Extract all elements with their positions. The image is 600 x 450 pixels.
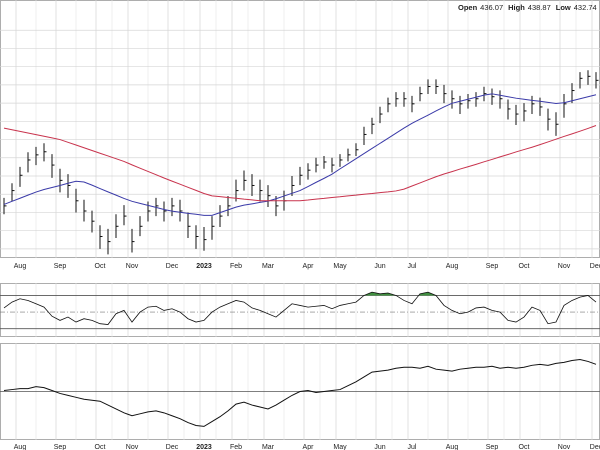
header-value: 438.87 (528, 3, 551, 12)
marks (3, 70, 599, 427)
labels: Aug Sep Oct Nov Dec 2023 Feb Mar Apr May Jun Jul Aug… (14, 263, 600, 450)
header-label: High (508, 3, 525, 12)
x-tick-label: Sep (54, 444, 67, 450)
x-tick-label: Dec (590, 263, 600, 270)
x-tick-label: May (333, 444, 347, 450)
x-tick-label: Feb (230, 263, 242, 270)
x-tick-label: May (333, 263, 347, 270)
x-tick-label: Jun (374, 263, 385, 270)
x-tick-label: 2023 (196, 444, 212, 450)
x-tick-label: Aug (14, 263, 27, 270)
x-tick-label: Dec (166, 263, 179, 270)
x-tick-label: Nov (558, 263, 571, 270)
x-tick-label: Nov (126, 263, 139, 270)
x-tick-label: Jun (374, 444, 385, 450)
x-tick-label: Aug (14, 444, 27, 450)
overbought-fill (363, 292, 589, 296)
indicator-line (3, 358, 597, 427)
x-tick-label: Aug (446, 444, 459, 450)
x-tick-label: Oct (519, 444, 530, 450)
moving-average (3, 93, 597, 216)
x-tick-label: Sep (486, 444, 499, 450)
x-tick-label: Sep (54, 263, 67, 270)
x-tick-label: 2023 (196, 263, 212, 270)
header-label: Low (556, 3, 571, 12)
x-tick-label: Oct (95, 444, 106, 450)
x-tick-label: Oct (519, 263, 530, 270)
x-tick-label: Sep (486, 263, 499, 270)
x-tick-label: Jul (408, 444, 417, 450)
x-tick-label: Dec (590, 444, 600, 450)
x-tick-label: Mar (262, 263, 275, 270)
moving-average (3, 125, 597, 202)
x-tick-label: Apr (303, 444, 315, 450)
header-label: Open (458, 3, 478, 12)
x-tick-label: Jul (408, 263, 417, 270)
x-tick-label: Oct (95, 263, 106, 270)
header-value: 436.07 (480, 3, 503, 12)
x-tick-label: Aug (446, 263, 459, 270)
price-bars (3, 70, 599, 255)
header-value: 432.74 (574, 3, 597, 12)
rsi-line (3, 291, 597, 325)
x-tick-label: Nov (558, 444, 571, 450)
x-tick-label: Apr (303, 263, 315, 270)
x-tick-label: Mar (262, 444, 275, 450)
x-tick-label: Feb (230, 444, 242, 450)
x-tick-label: Nov (126, 444, 139, 450)
x-tick-label: Dec (166, 444, 179, 450)
